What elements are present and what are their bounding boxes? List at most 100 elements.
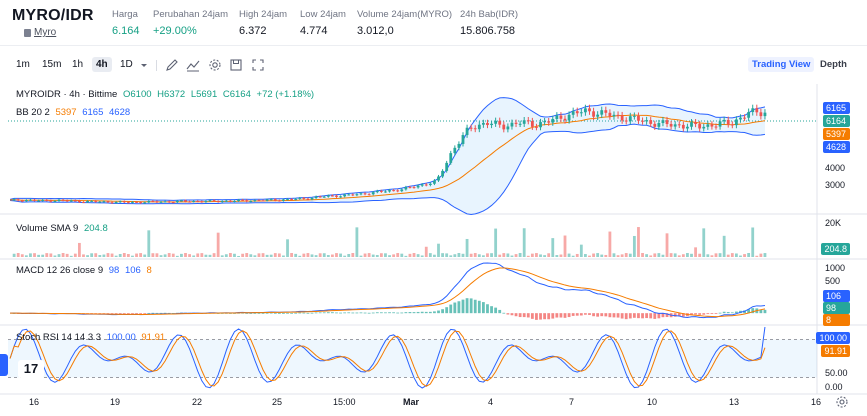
candle-body xyxy=(12,199,16,201)
stoch-tick: 0.00 xyxy=(825,382,843,392)
macd-hist-bar xyxy=(616,313,620,318)
volume-bar xyxy=(192,255,196,257)
volume-bar xyxy=(665,233,669,257)
volume-bar xyxy=(241,253,245,257)
candle-body xyxy=(106,201,110,203)
trading-view-button[interactable]: Trading View xyxy=(748,57,815,72)
macd-hist-bar xyxy=(584,313,587,315)
macd-hist-bar xyxy=(461,299,465,314)
volume-bar xyxy=(363,253,367,257)
volume-bar xyxy=(233,253,236,257)
candle-body xyxy=(543,121,547,123)
candle-body xyxy=(159,201,163,203)
macd-hist-bar xyxy=(563,313,567,318)
price-tick: 4000 xyxy=(825,163,846,173)
time-tick: 19 xyxy=(110,397,121,407)
volume-bar xyxy=(506,253,510,257)
volume-bar xyxy=(498,254,502,257)
time-tick: 25 xyxy=(272,397,283,407)
stoch-name: Stoch RSI 14 14 3 3 xyxy=(16,332,102,343)
macd-hist-bar xyxy=(106,313,110,314)
candle-body xyxy=(522,120,526,124)
axis-settings-icon[interactable] xyxy=(835,395,849,409)
volume-bar xyxy=(155,253,159,257)
candle-body xyxy=(118,201,122,203)
macd-hist-bar xyxy=(294,312,298,314)
candle-body xyxy=(371,192,375,195)
candle-body xyxy=(90,200,94,202)
timeframe-15m[interactable]: 15m xyxy=(42,59,62,70)
volume-bar xyxy=(135,253,138,257)
volume-bar xyxy=(461,253,465,257)
volume-bar xyxy=(171,253,175,257)
coin-link[interactable]: Myro xyxy=(34,27,57,38)
side-panel-toggle[interactable] xyxy=(0,354,8,376)
fullscreen-icon[interactable] xyxy=(251,58,265,72)
candle-body xyxy=(331,195,334,197)
candle-body xyxy=(343,194,347,197)
macd-hist-bar xyxy=(486,304,489,314)
candle-body xyxy=(379,190,383,192)
volume-bar xyxy=(661,254,665,257)
save-icon[interactable] xyxy=(229,58,243,72)
macd-hist-bar xyxy=(645,313,649,319)
volume-bar xyxy=(12,253,16,257)
candle-body xyxy=(277,200,281,202)
volume-bar xyxy=(33,253,36,257)
candle-body xyxy=(600,110,604,115)
volume-bar xyxy=(102,254,106,257)
macd-hist-bar xyxy=(273,312,277,314)
candle-body xyxy=(437,176,440,181)
pencil-icon[interactable] xyxy=(165,58,179,72)
timeframe-1h[interactable]: 1h xyxy=(72,59,84,70)
volume-legend: Volume SMA 9 204.8 xyxy=(16,223,111,234)
tradingview-logo: 17 xyxy=(18,360,44,378)
volume-bar xyxy=(212,253,216,257)
price-tag-bb-lower: 4628 xyxy=(823,141,850,153)
chevron-down-icon[interactable] xyxy=(139,58,149,72)
macd-hist-bar xyxy=(673,313,677,317)
price-tag-last: 6164 xyxy=(823,115,850,127)
macd-hist-bar xyxy=(351,312,355,314)
volume-bar xyxy=(698,253,702,257)
candle-body xyxy=(481,122,485,125)
timeframe-4h[interactable]: 4h xyxy=(92,57,112,72)
timeframe-1m[interactable]: 1m xyxy=(16,59,30,70)
candle-body xyxy=(559,115,563,119)
volume-bar xyxy=(469,253,473,257)
candle-body xyxy=(620,115,624,121)
volume-bar xyxy=(143,254,147,257)
chart-area[interactable]: MYROIDR · 4h · Bittime O6100 H6372 L5691… xyxy=(0,84,867,416)
candle-body xyxy=(616,114,620,116)
macd-hist-bar xyxy=(433,311,436,314)
settings-icon[interactable] xyxy=(208,58,222,72)
candle-body xyxy=(310,198,314,200)
indicator-icon[interactable] xyxy=(186,58,200,72)
volume-bar xyxy=(204,254,208,257)
volume-bar xyxy=(412,253,416,257)
volume-bar xyxy=(290,253,294,257)
volume-bar xyxy=(339,253,342,257)
candle-body xyxy=(228,200,232,202)
macd-hist-bar xyxy=(265,312,269,314)
candle-body xyxy=(347,194,351,196)
macd-hist-bar xyxy=(526,313,530,318)
stat-value: 6.372 xyxy=(239,25,267,37)
volume-bar xyxy=(126,254,130,257)
candle-body xyxy=(734,119,738,126)
macd-hist-bar xyxy=(114,313,118,314)
volume-bar xyxy=(473,253,477,257)
volume-bar xyxy=(571,255,575,257)
candle-body xyxy=(686,126,689,129)
price-chart-svg[interactable] xyxy=(0,84,867,416)
volume-name: Volume SMA 9 xyxy=(16,223,79,234)
candle-body xyxy=(37,200,41,202)
depth-button[interactable]: Depth xyxy=(820,59,847,70)
stoch-tag: 100.00 xyxy=(816,332,850,344)
volume-bar xyxy=(131,255,134,257)
candle-body xyxy=(747,112,751,118)
volume-bar xyxy=(65,253,69,257)
timeframe-1d[interactable]: 1D xyxy=(120,59,133,70)
candle-body xyxy=(184,200,187,202)
volume-bar xyxy=(282,255,285,257)
